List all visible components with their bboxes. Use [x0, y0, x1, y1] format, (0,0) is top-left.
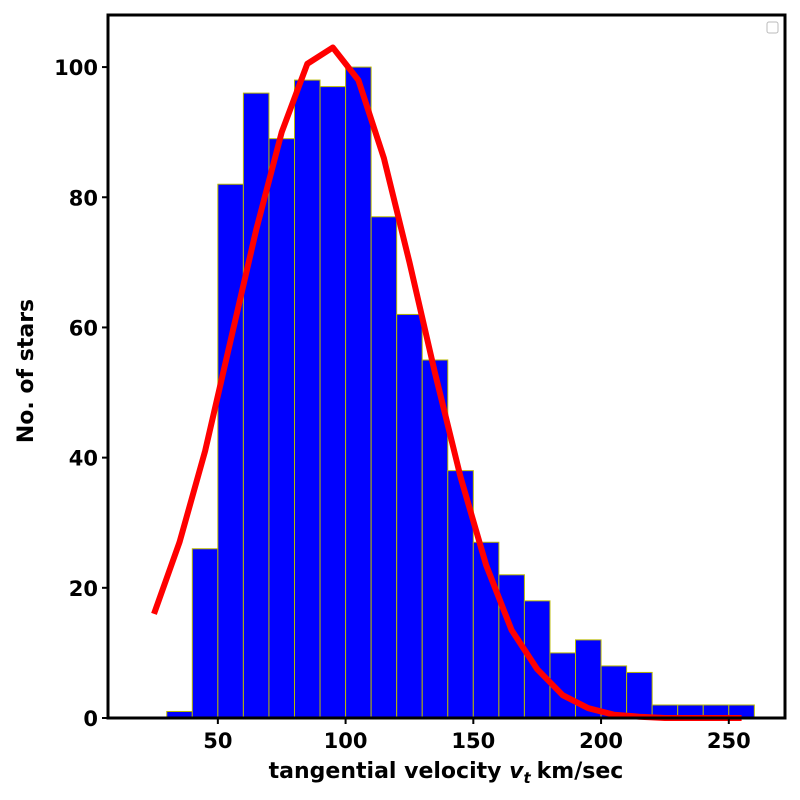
x-tick-label: 100 [324, 729, 368, 753]
histogram-bar [345, 66, 372, 719]
histogram-bar [600, 665, 628, 719]
x-axis-ticks: 50 100 150 200 250 [203, 718, 751, 753]
y-tick-label: 60 [69, 316, 98, 340]
histogram-bar [217, 183, 244, 719]
histogram-bar [268, 138, 295, 719]
y-tick-label: 0 [83, 707, 98, 731]
legend-box [766, 21, 779, 34]
x-tick-label: 50 [203, 729, 232, 753]
x-tick-label: 200 [579, 729, 623, 753]
histogram-bar [396, 313, 423, 719]
histogram-bar [191, 548, 219, 719]
x-tick-label: 250 [707, 729, 751, 753]
histogram-bar [626, 671, 653, 719]
histogram-bar [319, 86, 347, 719]
y-axis-ticks: 0 20 40 60 80 100 [54, 56, 108, 731]
x-tick-label: 150 [451, 729, 495, 753]
y-axis-label: No. of stars [14, 299, 39, 443]
histogram-bars [166, 66, 755, 719]
y-tick-label: 40 [69, 447, 98, 471]
y-tick-label: 100 [54, 56, 98, 80]
histogram-bar [370, 216, 398, 719]
histogram-bar [293, 79, 321, 719]
plot-frame [106, 13, 787, 720]
y-tick-label: 20 [69, 577, 98, 601]
y-tick-label: 80 [69, 186, 98, 210]
x-axis-label: tangential velocity vt km/sec [269, 759, 624, 787]
